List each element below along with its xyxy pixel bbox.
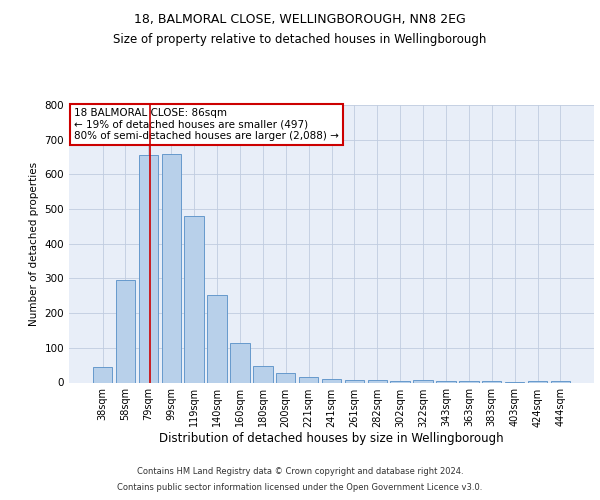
- Bar: [299, 376, 319, 382]
- Text: 18, BALMORAL CLOSE, WELLINGBOROUGH, NN8 2EG: 18, BALMORAL CLOSE, WELLINGBOROUGH, NN8 …: [134, 12, 466, 26]
- Y-axis label: Number of detached properties: Number of detached properties: [29, 162, 39, 326]
- Bar: [551, 381, 570, 382]
- Bar: [93, 367, 112, 382]
- Bar: [161, 154, 181, 382]
- Bar: [368, 380, 387, 382]
- Bar: [208, 295, 227, 382]
- Bar: [230, 344, 250, 382]
- Bar: [413, 380, 433, 382]
- Bar: [322, 379, 341, 382]
- Text: 18 BALMORAL CLOSE: 86sqm
← 19% of detached houses are smaller (497)
80% of semi-: 18 BALMORAL CLOSE: 86sqm ← 19% of detach…: [74, 108, 339, 141]
- Bar: [139, 156, 158, 382]
- Bar: [344, 380, 364, 382]
- Bar: [391, 381, 410, 382]
- Bar: [184, 216, 204, 382]
- Bar: [253, 366, 272, 382]
- X-axis label: Distribution of detached houses by size in Wellingborough: Distribution of detached houses by size …: [159, 432, 504, 446]
- Text: Size of property relative to detached houses in Wellingborough: Size of property relative to detached ho…: [113, 32, 487, 46]
- Text: Contains HM Land Registry data © Crown copyright and database right 2024.: Contains HM Land Registry data © Crown c…: [137, 467, 463, 476]
- Bar: [459, 381, 479, 382]
- Text: Contains public sector information licensed under the Open Government Licence v3: Contains public sector information licen…: [118, 483, 482, 492]
- Bar: [528, 381, 547, 382]
- Bar: [276, 373, 295, 382]
- Bar: [436, 381, 455, 382]
- Bar: [482, 381, 502, 382]
- Bar: [116, 280, 135, 382]
